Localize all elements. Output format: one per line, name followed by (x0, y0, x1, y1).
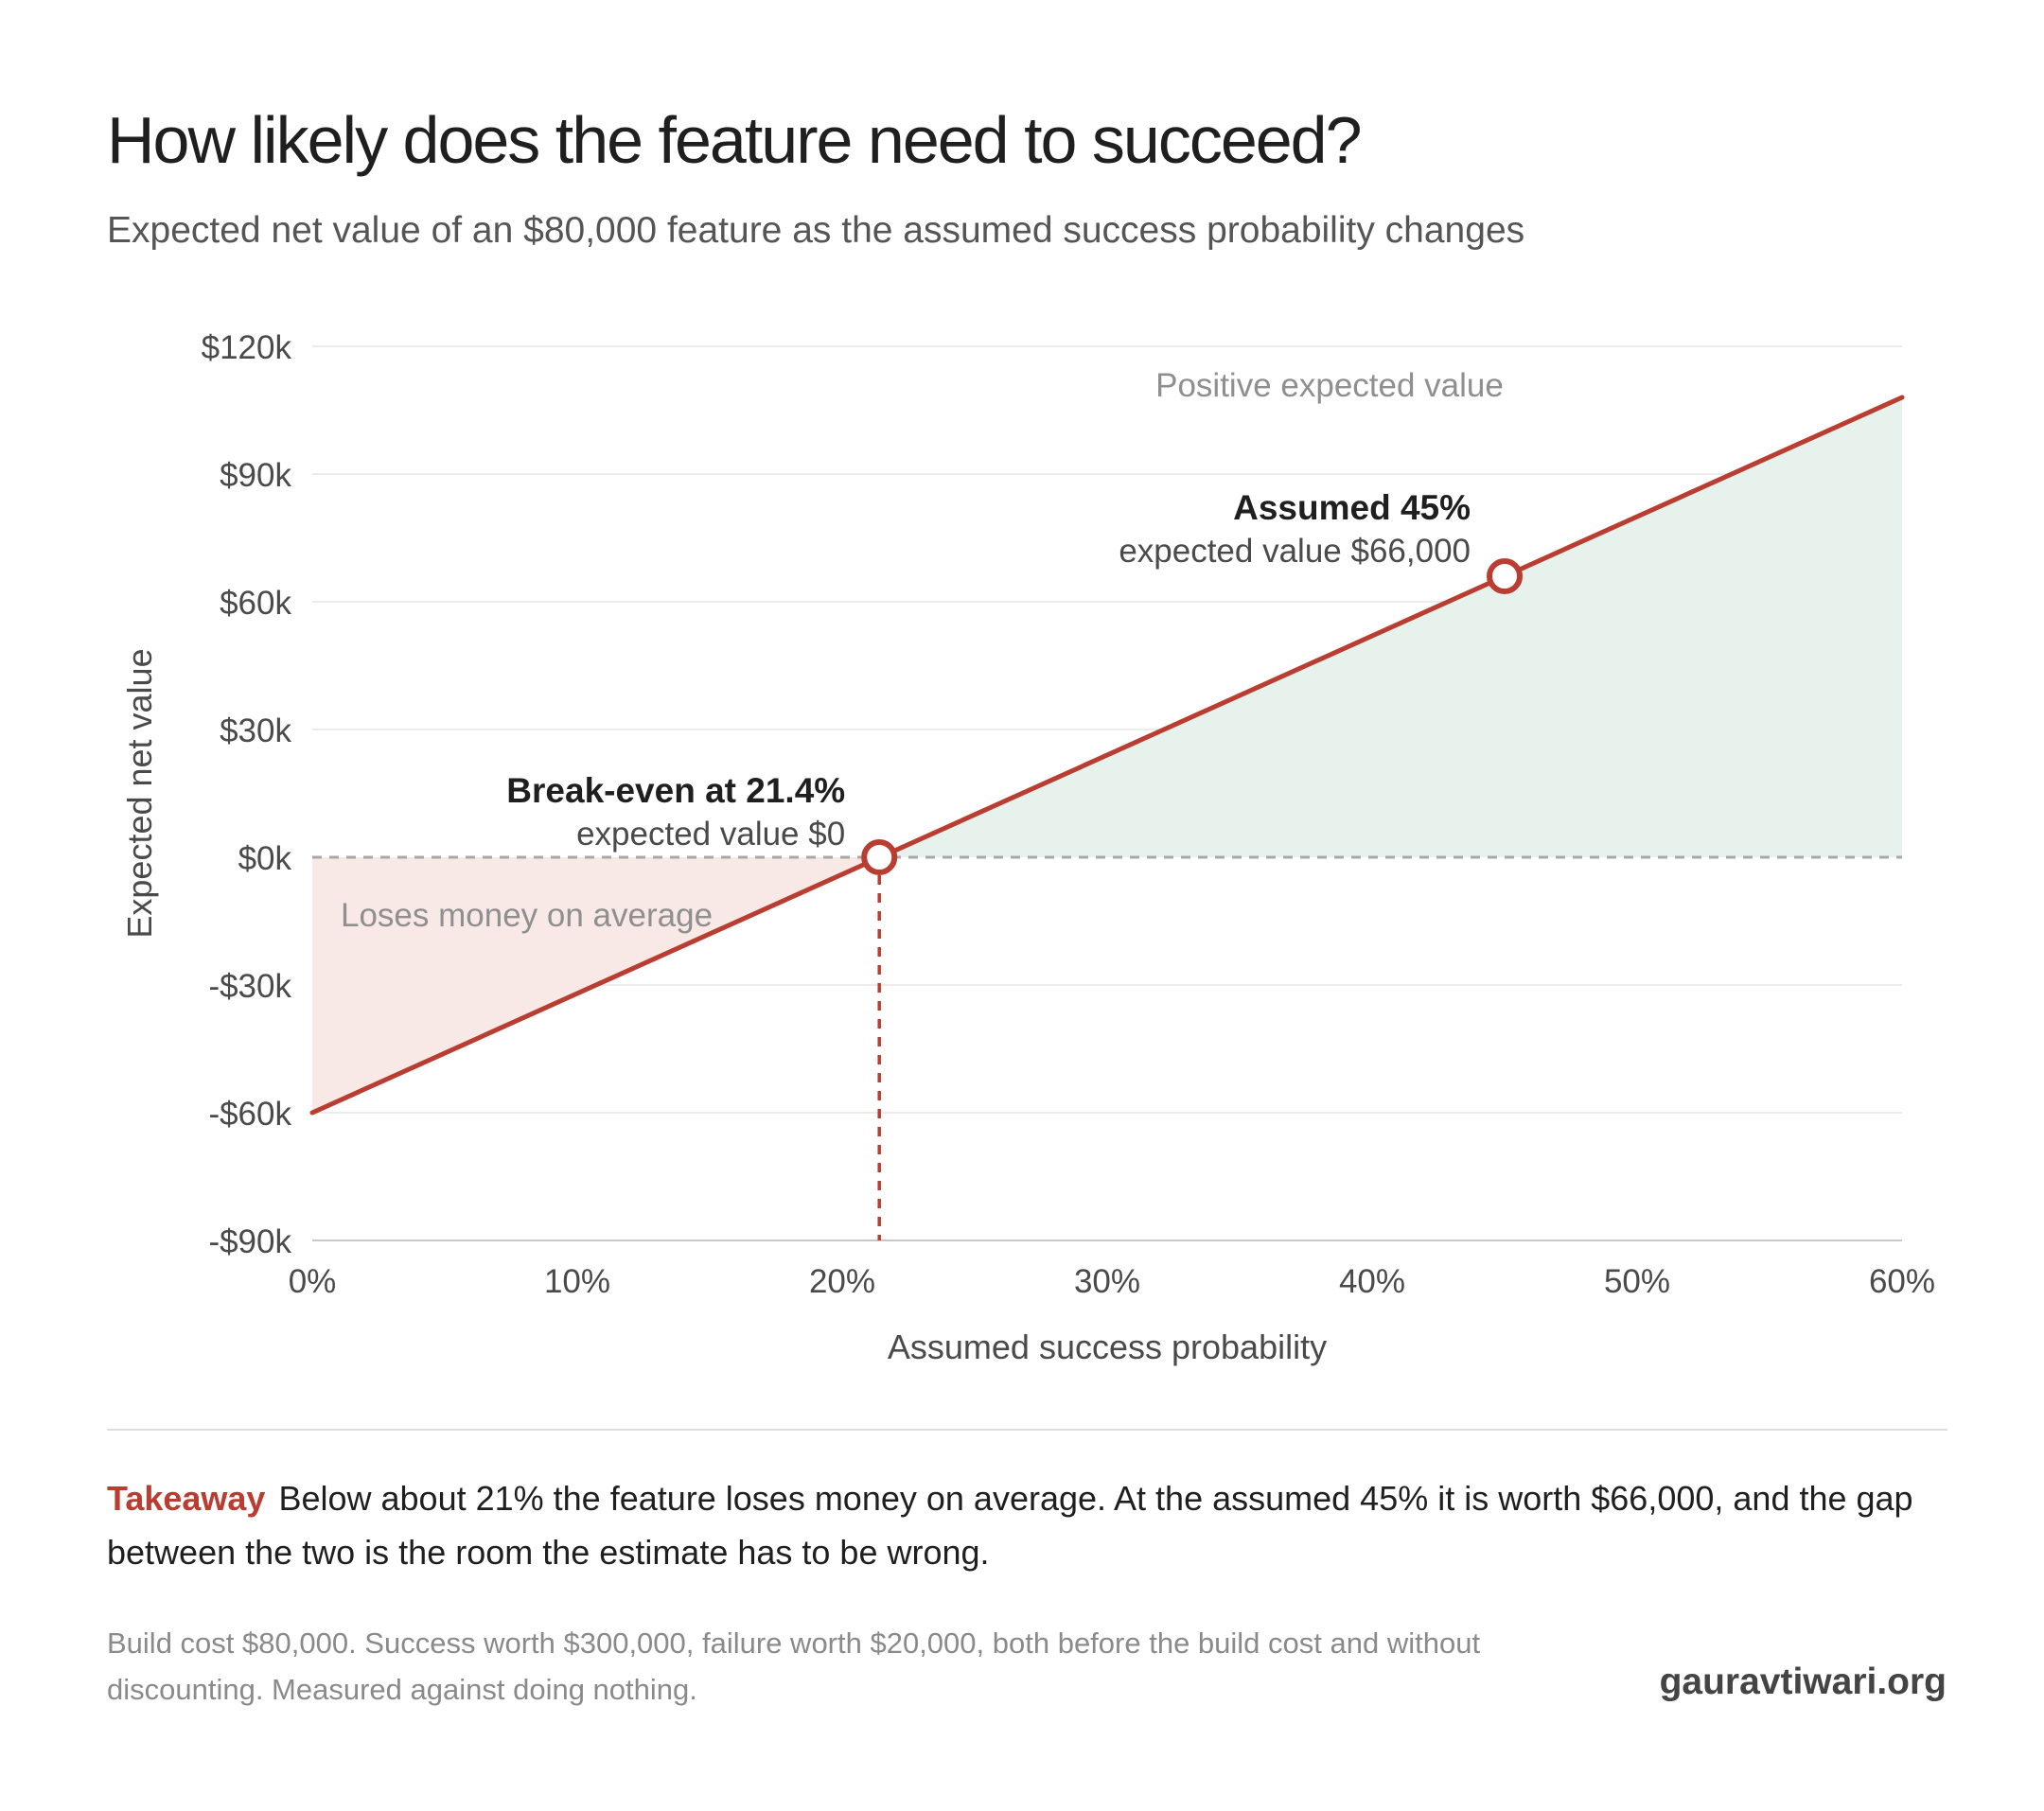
x-tick-label: 20% (809, 1263, 875, 1300)
y-axis-title: Expected net value (120, 648, 159, 938)
brand: gauravtiwari.org (1659, 1662, 1947, 1702)
y-tick-label: $60k (220, 585, 291, 622)
x-tick-label: 0% (289, 1263, 337, 1300)
y-tick-label: $120k (202, 329, 292, 366)
positive-region-label: Positive expected value (1155, 367, 1504, 404)
chart-title: How likely does the feature need to succ… (107, 103, 1363, 177)
x-tick-label: 50% (1604, 1263, 1670, 1300)
y-tick-label: -$30k (208, 968, 291, 1005)
takeaway: Takeaway Below about 21% the feature lose… (107, 1471, 1947, 1579)
negative-region-label: Loses money on average (341, 897, 713, 934)
y-tick-label: $0k (238, 840, 292, 877)
y-tick-label: $30k (220, 712, 291, 749)
annotation-title: Assumed 45% (1233, 488, 1471, 527)
x-tick-label: 60% (1869, 1263, 1935, 1300)
annotation-marker (861, 839, 898, 875)
x-tick-label: 30% (1074, 1263, 1140, 1300)
x-tick-label: 10% (544, 1263, 610, 1300)
takeaway-label: Takeaway (107, 1479, 266, 1518)
annotation-text: expected value $66,000 (1119, 533, 1471, 570)
y-tick-label: $90k (220, 457, 291, 494)
x-tick-label: 40% (1339, 1263, 1405, 1300)
annotation-text: expected value $0 (576, 816, 845, 853)
chart-subtitle: Expected net value of an $80,000 feature… (107, 210, 1525, 251)
divider (107, 1429, 1947, 1431)
x-axis-title: Assumed success probability (888, 1327, 1327, 1366)
annotation-title: Break-even at 21.4% (506, 771, 845, 810)
annotation-marker (1487, 558, 1523, 594)
y-tick-label: -$90k (208, 1223, 291, 1260)
footnote: Build cost $80,000. Success worth $300,0… (107, 1626, 1481, 1706)
takeaway-text: Below about 21% the feature loses money … (107, 1479, 1913, 1572)
series-line (309, 395, 1905, 1116)
y-tick-label: -$60k (208, 1096, 291, 1133)
